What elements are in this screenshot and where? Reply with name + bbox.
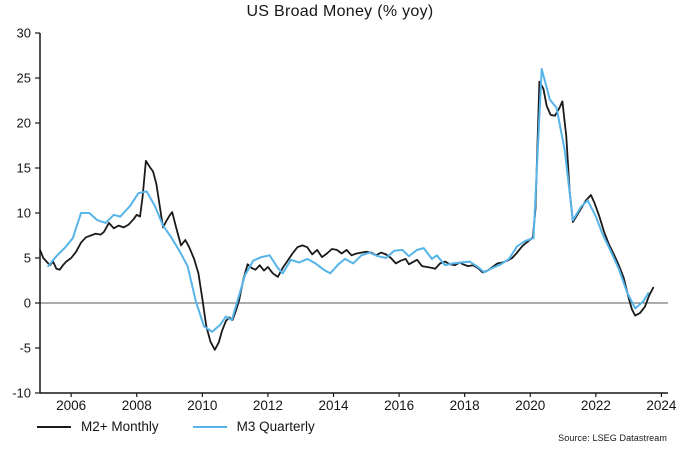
x-axis-tick-label: 2014 — [318, 398, 349, 413]
y-axis-tick-label: 20 — [17, 116, 31, 131]
y-axis-tick-label: 10 — [17, 206, 31, 221]
chart-title: US Broad Money (% yoy) — [246, 3, 434, 20]
x-axis-tick-label: 2018 — [450, 398, 480, 413]
y-axis-tick-label: 0 — [24, 296, 31, 311]
y-axis-tick-label: -10 — [12, 386, 31, 401]
series-line-m2-monthly — [39, 80, 655, 351]
source-attribution: Source: LSEG Datastream — [558, 433, 667, 443]
legend-item-m2-monthly: M2+ Monthly — [37, 419, 159, 434]
y-axis-tick-label: 15 — [17, 161, 31, 176]
legend-item-m3-quarterly: M3 Quarterly — [192, 419, 315, 434]
chart-legend: M2+ Monthly M3 Quarterly — [37, 419, 349, 434]
x-axis-tick-label: 2024 — [646, 398, 677, 413]
x-axis-tick-label: 2020 — [515, 398, 545, 413]
series-line-m3-quarterly — [47, 68, 650, 333]
y-axis-tick-label: -5 — [19, 341, 31, 356]
x-axis-tick-label: 2008 — [122, 398, 152, 413]
x-axis-tick-label: 2016 — [384, 398, 414, 413]
y-axis-tick-label: 5 — [24, 251, 31, 266]
x-axis-tick-label: 2010 — [187, 398, 217, 413]
legend-label-m2-monthly: M2+ Monthly — [81, 419, 159, 434]
m3-quarterly-line-swatch — [192, 425, 227, 428]
y-axis-tick-label: 30 — [17, 26, 31, 41]
legend-label-m3-quarterly: M3 Quarterly — [236, 419, 315, 434]
y-axis-tick-label: 25 — [17, 71, 31, 86]
m2-monthly-line-swatch — [37, 425, 71, 428]
x-axis-tick-label: 2022 — [581, 398, 611, 413]
x-axis-tick-label: 2006 — [56, 398, 86, 413]
x-axis-tick-label: 2012 — [253, 398, 283, 413]
